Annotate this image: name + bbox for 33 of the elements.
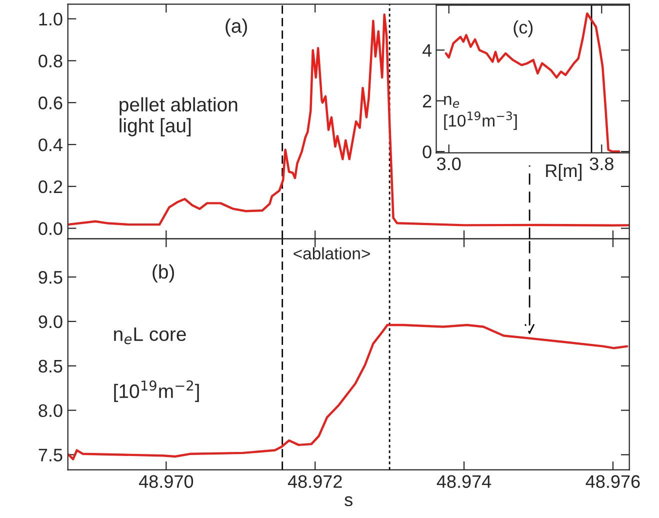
y-tick-label: 1.0 — [39, 12, 62, 26]
y-tick-label: 4 — [422, 44, 432, 57]
line-series — [444, 12, 620, 153]
x-tick-label: 48.970 — [138, 475, 194, 488]
y-tick-label: 7.5 — [38, 448, 62, 462]
y-tick-label: 8.5 — [38, 360, 62, 373]
annotation: n$_{e}$ [10$^{19}$m$^{−3}$] — [444, 96, 517, 130]
y-tick-label: 0.8 — [38, 54, 62, 68]
x-tick-label: 3.0 — [437, 157, 461, 170]
x-tick-label: 3.8 — [590, 157, 614, 170]
annotation: [10$^{19}$m$^{−2}$] — [114, 380, 199, 402]
y-tick-label: 0.6 — [38, 96, 62, 110]
y-tick-label: 0.0 — [38, 222, 62, 236]
annotation: (c) — [514, 20, 533, 38]
annotation: pellet ablation light [au] — [120, 97, 238, 136]
annotation: n$_{e}$L core — [114, 327, 186, 344]
y-tick-label: 2 — [422, 94, 432, 108]
annotation: (b) — [152, 264, 174, 283]
x-axis-title: s — [344, 496, 352, 506]
y-tick-label: 0.4 — [38, 138, 62, 152]
x-tick-label: 48.974 — [436, 475, 492, 488]
annotation: <ablation> — [294, 247, 370, 260]
y-tick-label: 9.0 — [38, 315, 62, 328]
line-series — [68, 14, 630, 226]
y-tick-label: 9.5 — [38, 270, 62, 284]
x-tick-label: 48.972 — [288, 475, 342, 488]
x-axis-title: R[m] — [546, 164, 582, 181]
annotation: (a) — [226, 18, 247, 37]
x-tick-label: 48.976 — [586, 475, 640, 488]
y-tick-label: 0.2 — [38, 180, 62, 194]
y-tick-label: 0 — [422, 145, 432, 158]
line-series — [68, 324, 628, 460]
y-tick-label: 8.0 — [38, 404, 62, 418]
